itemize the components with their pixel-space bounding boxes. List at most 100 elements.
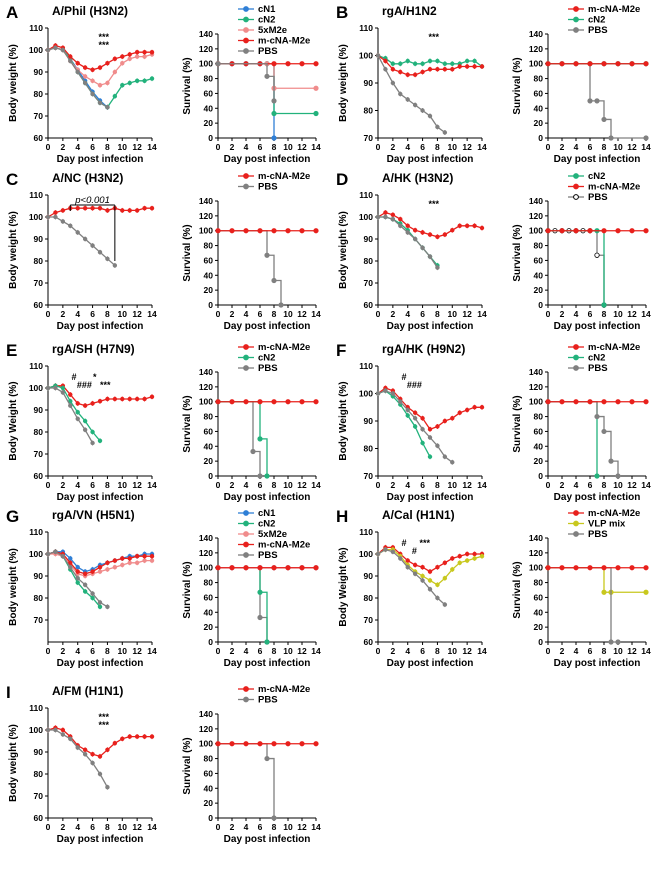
weight-point [75, 401, 80, 406]
weight-point [60, 732, 66, 737]
survival-point [559, 61, 565, 67]
weight-point [75, 745, 80, 750]
weight-point [405, 558, 410, 563]
weight-point [398, 217, 403, 222]
survival-point [271, 399, 277, 405]
survival-point [615, 639, 621, 645]
weight-point [412, 72, 418, 77]
x-tick-label: 0 [46, 142, 51, 152]
y-tick-label: 110 [29, 23, 43, 33]
weight-point [450, 556, 455, 561]
x-tick-label: 14 [147, 646, 157, 656]
y-tick-label: 0 [538, 300, 543, 310]
survival-point [257, 565, 263, 571]
weight-point [120, 396, 125, 402]
weight-point [412, 410, 418, 415]
weight-point [435, 265, 440, 270]
weight-point [97, 754, 103, 759]
survival-point [257, 399, 263, 405]
y-tick-label: 70 [34, 615, 44, 625]
survival-point [257, 436, 263, 442]
y-tick-label: 0 [538, 471, 543, 481]
x-tick-label: 2 [560, 142, 565, 152]
weight-point [112, 741, 118, 746]
y-tick-label: 100 [199, 59, 213, 69]
x-tick-label: 6 [90, 142, 95, 152]
weight-point [149, 206, 155, 211]
y-tick-label: 100 [359, 51, 373, 61]
y-tick-label: 100 [529, 563, 543, 573]
weight-point [97, 100, 103, 106]
x-tick-label: 0 [216, 646, 221, 656]
x-tick-label: 8 [272, 142, 277, 152]
x-tick-label: 4 [574, 142, 579, 152]
survival-point [313, 741, 319, 747]
legend-label: cN2 [258, 353, 275, 364]
legend-marker [243, 510, 249, 516]
weight-point [45, 47, 51, 53]
survival-point [601, 61, 607, 67]
weight-point [127, 208, 132, 213]
survival-point [313, 399, 319, 405]
y-tick-label: 0 [208, 813, 213, 823]
y-tick-label: 100 [29, 549, 43, 559]
x-tick-label: 8 [272, 480, 277, 490]
weight-point [82, 582, 88, 587]
y-axis-label: Body weight (%) [8, 44, 19, 122]
survival-point [215, 399, 221, 405]
weight-point [442, 576, 448, 581]
panel-A: A A/Phil (H3N2)0 2 4 6 8 10 12 1460708090100110D… [6, 3, 321, 165]
survival-point [257, 614, 263, 621]
y-tick-label: 20 [204, 798, 214, 808]
legend-label: 5xM2e [258, 25, 287, 36]
x-tick-label: 6 [90, 309, 95, 319]
weight-point [105, 567, 110, 572]
x-tick-label: 0 [376, 480, 381, 490]
legend-label: PBS [588, 363, 608, 374]
y-axis-label: Survival (%) [182, 737, 193, 794]
weight-point [53, 549, 58, 554]
weight-point [120, 83, 125, 88]
weight-point [149, 558, 155, 563]
x-tick-label: 6 [258, 822, 263, 832]
survival-point [271, 741, 277, 747]
survival-point [215, 741, 221, 747]
y-tick-label: 70 [364, 471, 374, 481]
x-tick-label: 2 [560, 646, 565, 656]
weight-line-PBS [377, 548, 446, 606]
y-tick-label: 120 [199, 548, 213, 558]
x-tick-label: 10 [448, 480, 458, 490]
survival-point [601, 589, 607, 595]
weight-point [412, 236, 418, 242]
y-tick-label: 60 [204, 255, 214, 265]
weight-point [90, 429, 95, 435]
survival-point [643, 135, 649, 141]
survival-point [299, 565, 305, 571]
weight-point [420, 69, 425, 75]
weight-point [464, 64, 470, 69]
y-tick-label: 70 [34, 278, 44, 288]
weight-point [450, 67, 455, 72]
y-tick-label: 110 [29, 361, 43, 371]
survival-point [264, 473, 270, 479]
x-tick-label: 2 [230, 646, 235, 656]
x-axis-label: Day post infection [57, 834, 144, 845]
x-tick-label: 10 [118, 142, 128, 152]
x-tick-label: 14 [311, 822, 321, 832]
weight-point [464, 407, 470, 413]
x-tick-label: 14 [311, 142, 321, 152]
weight-point [464, 551, 470, 557]
survival-point [643, 565, 649, 571]
weight-point [68, 560, 73, 565]
x-tick-label: 6 [420, 646, 425, 656]
survival-point [264, 73, 270, 79]
weight-point [427, 427, 433, 432]
legend-label: m-cNA-M2e [258, 540, 310, 551]
weight-point [435, 565, 440, 570]
weight-point [457, 410, 462, 415]
weight-point [120, 54, 125, 59]
x-axis-label: Day post infection [57, 492, 144, 503]
panel-letter: G [6, 507, 19, 526]
weight-point [435, 424, 440, 429]
annotation: # [71, 372, 76, 382]
